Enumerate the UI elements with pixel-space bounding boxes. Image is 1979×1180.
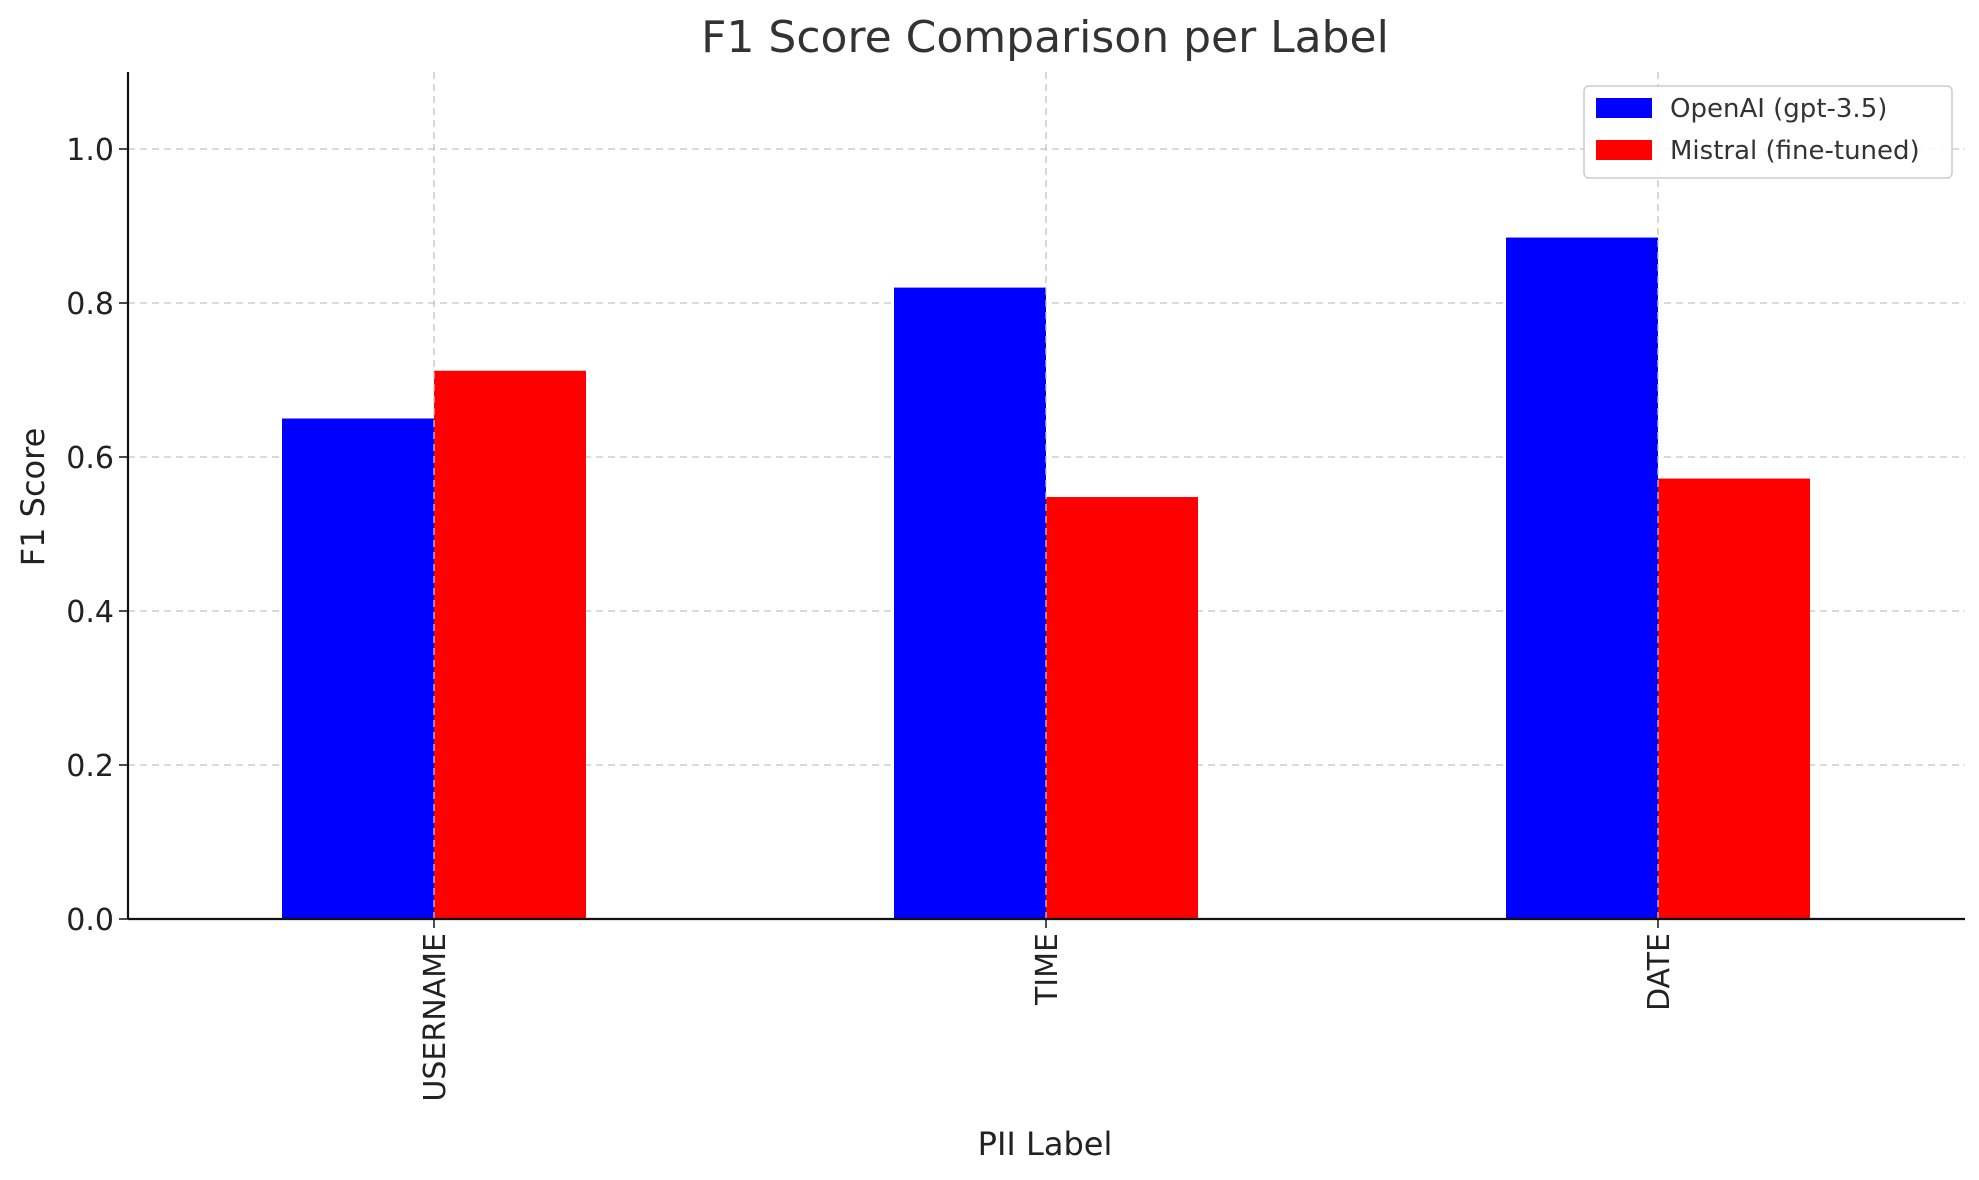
y-tick-label: 0.0 xyxy=(66,903,114,938)
y-tick-label: 0.6 xyxy=(66,441,114,476)
bar-date-series-1 xyxy=(1506,237,1658,920)
vertical-grid-lines xyxy=(433,72,1659,919)
bar-username-series-2 xyxy=(434,370,586,919)
x-tick-label-date: DATE xyxy=(1642,933,1677,1011)
y-tick-label: 0.8 xyxy=(66,287,114,322)
x-axis-label: PII Label xyxy=(978,1125,1113,1163)
bar-date-series-2 xyxy=(1658,478,1810,919)
y-tick-label: 0.2 xyxy=(66,749,114,784)
legend: OpenAI (gpt-3.5) Mistral (fine-tuned) xyxy=(1583,85,1953,179)
legend-swatch-series-1 xyxy=(1596,98,1652,118)
legend-label-series-2: Mistral (fine-tuned) xyxy=(1670,136,1920,166)
y-tick-label: 0.4 xyxy=(66,595,114,630)
legend-swatch-series-2 xyxy=(1596,140,1652,160)
bars xyxy=(282,237,1810,920)
legend-box xyxy=(1583,85,1953,179)
legend-label-series-1: OpenAI (gpt-3.5) xyxy=(1670,94,1887,124)
y-tick-label: 1.0 xyxy=(66,133,114,168)
x-tick-label-username: USERNAME xyxy=(418,933,453,1102)
bar-username-series-1 xyxy=(282,418,434,919)
bar-time-series-2 xyxy=(1046,497,1198,919)
y-axis-label: F1 Score xyxy=(14,428,52,567)
chart-title: F1 Score Comparison per Label xyxy=(701,12,1389,63)
y-axis-ticks: 0.0 0.2 0.4 0.6 0.8 1.0 xyxy=(66,133,128,938)
bar-time-series-1 xyxy=(894,287,1046,920)
x-axis-ticks: USERNAME TIME DATE xyxy=(418,919,1677,1102)
x-tick-label-time: TIME xyxy=(1030,933,1065,1006)
